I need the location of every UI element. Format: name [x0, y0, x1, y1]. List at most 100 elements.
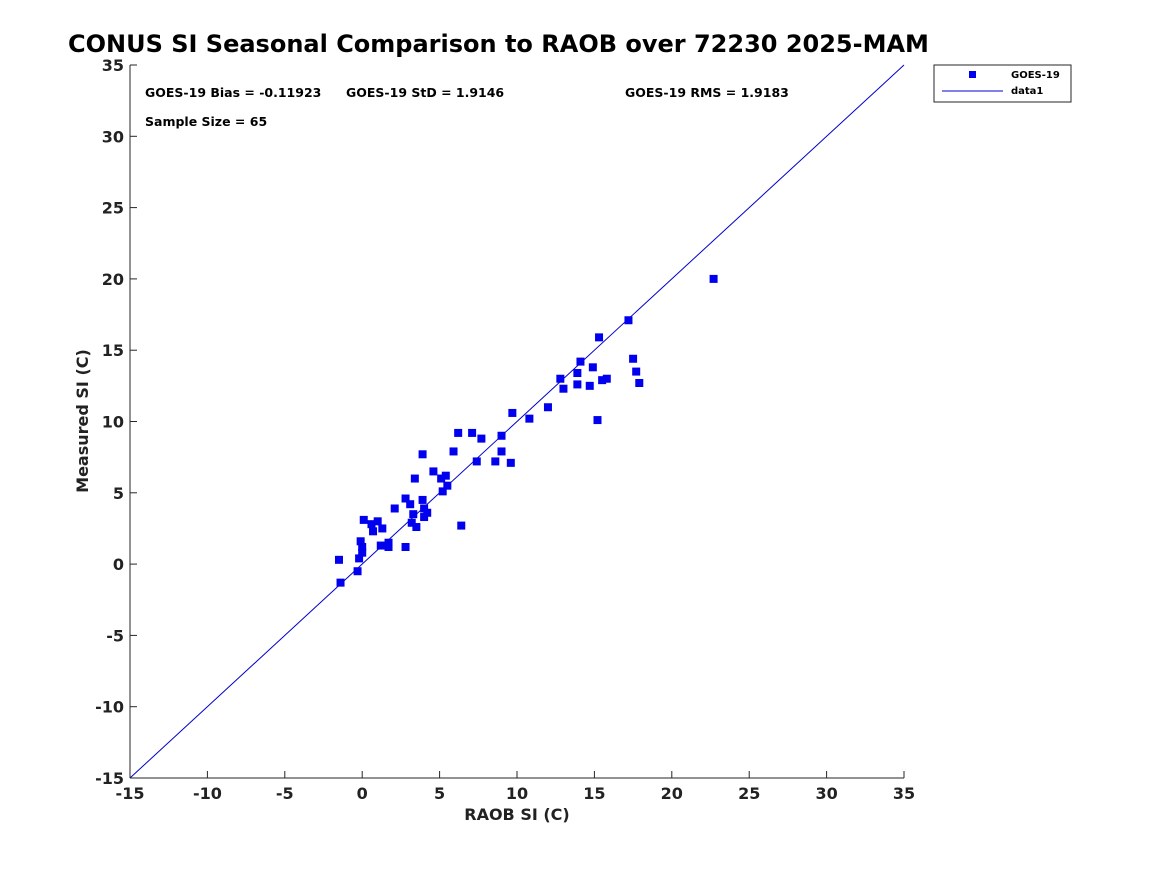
- y-tick-label: 35: [102, 56, 124, 75]
- data-point: [573, 369, 582, 378]
- data-point: [401, 542, 410, 551]
- data-point: [355, 554, 364, 563]
- legend: GOES-19 data1: [933, 64, 1072, 103]
- data-point: [588, 363, 597, 372]
- data-point: [353, 567, 362, 576]
- data-point: [635, 378, 644, 387]
- x-tick-label: -10: [193, 784, 222, 803]
- reference-line-group: [129, 64, 905, 779]
- y-tick-label: 30: [102, 127, 124, 146]
- data-point: [367, 520, 376, 529]
- chart-title: CONUS SI Seasonal Comparison to RAOB ove…: [68, 30, 929, 58]
- data-point: [420, 513, 429, 522]
- data-point: [472, 457, 481, 466]
- data-point: [525, 414, 534, 423]
- data-point: [506, 458, 515, 467]
- bias-annotation: GOES-19 Bias = -0.11923: [145, 85, 321, 100]
- x-tick-label: 25: [738, 784, 760, 803]
- x-tick-label: 20: [661, 784, 683, 803]
- y-tick-label: 20: [102, 270, 124, 289]
- data-point: [406, 500, 415, 509]
- data-point: [593, 416, 602, 425]
- x-axis-label: RAOB SI (C): [464, 805, 569, 824]
- y-tick-label: -10: [95, 698, 124, 717]
- x-tick-label: 35: [893, 784, 915, 803]
- reference-line-data1: [129, 64, 905, 779]
- x-tick-label: -5: [276, 784, 294, 803]
- legend-label-data1: data1: [1011, 86, 1043, 97]
- data-point: [709, 274, 718, 283]
- sample-size-annotation: Sample Size = 65: [145, 114, 267, 129]
- x-tick-label: 0: [357, 784, 368, 803]
- data-point: [356, 537, 365, 546]
- data-point: [418, 450, 427, 459]
- data-point: [443, 481, 452, 490]
- data-point: [376, 541, 385, 550]
- data-point: [384, 542, 393, 551]
- data-point: [390, 504, 399, 513]
- data-point: [373, 517, 382, 526]
- data-point: [449, 447, 458, 456]
- data-point: [409, 510, 418, 519]
- data-point: [497, 447, 506, 456]
- legend-label-goes19: GOES-19: [1011, 70, 1060, 81]
- y-tick-label: 10: [102, 413, 124, 432]
- y-tick-label: 5: [113, 484, 124, 503]
- data-point: [454, 428, 463, 437]
- data-point: [407, 518, 416, 527]
- data-point: [437, 474, 446, 483]
- data-point: [573, 380, 582, 389]
- data-point: [556, 374, 565, 383]
- data-point: [497, 431, 506, 440]
- x-tick-label: 10: [506, 784, 528, 803]
- data-point: [336, 578, 345, 587]
- data-point: [457, 521, 466, 530]
- data-point: [468, 428, 477, 437]
- data-point: [410, 474, 419, 483]
- y-tick-label: 15: [102, 341, 124, 360]
- y-tick-label: 25: [102, 199, 124, 218]
- data-point: [559, 384, 568, 393]
- data-point: [418, 495, 427, 504]
- std-annotation: GOES-19 StD = 1.9146: [346, 85, 504, 100]
- data-point: [632, 367, 641, 376]
- data-point: [358, 548, 367, 557]
- data-point: [576, 357, 585, 366]
- y-tick-label: -5: [106, 626, 124, 645]
- data-point: [543, 403, 552, 412]
- y-tick-label: -15: [95, 769, 124, 788]
- data-point: [602, 374, 611, 383]
- legend-box: [933, 64, 1072, 103]
- data-point: [629, 354, 638, 363]
- x-tick-label: 15: [583, 784, 605, 803]
- data-point: [624, 316, 633, 325]
- y-tick-label: 0: [113, 555, 124, 574]
- data-point: [378, 524, 387, 533]
- data-point: [585, 381, 594, 390]
- x-ticks-group: -15 -10 -5 0 5 10 15 20 25 30 35: [116, 771, 915, 803]
- data-point: [595, 333, 604, 342]
- y-axis-label: Measured SI (C): [73, 349, 92, 493]
- legend-marker-goes19: [969, 71, 976, 78]
- data-point: [508, 408, 517, 417]
- data-point: [384, 538, 393, 547]
- data-point: [401, 494, 410, 503]
- x-tick-label: 30: [815, 784, 837, 803]
- y-ticks-group: -15 -10 -5 0 5 10 15 20 25 30 35: [95, 56, 137, 788]
- data-point: [477, 434, 486, 443]
- x-tick-label: -15: [116, 784, 145, 803]
- data-point: [358, 542, 367, 551]
- rms-annotation: GOES-19 RMS = 1.9183: [625, 85, 789, 100]
- data-point: [412, 523, 421, 532]
- x-tick-label: 5: [434, 784, 445, 803]
- data-point: [429, 467, 438, 476]
- data-point: [423, 508, 432, 517]
- data-point: [491, 457, 500, 466]
- data-point: [369, 527, 378, 536]
- data-point: [420, 504, 429, 513]
- data-point: [334, 555, 343, 564]
- data-point: [441, 471, 450, 480]
- data-point: [359, 515, 368, 524]
